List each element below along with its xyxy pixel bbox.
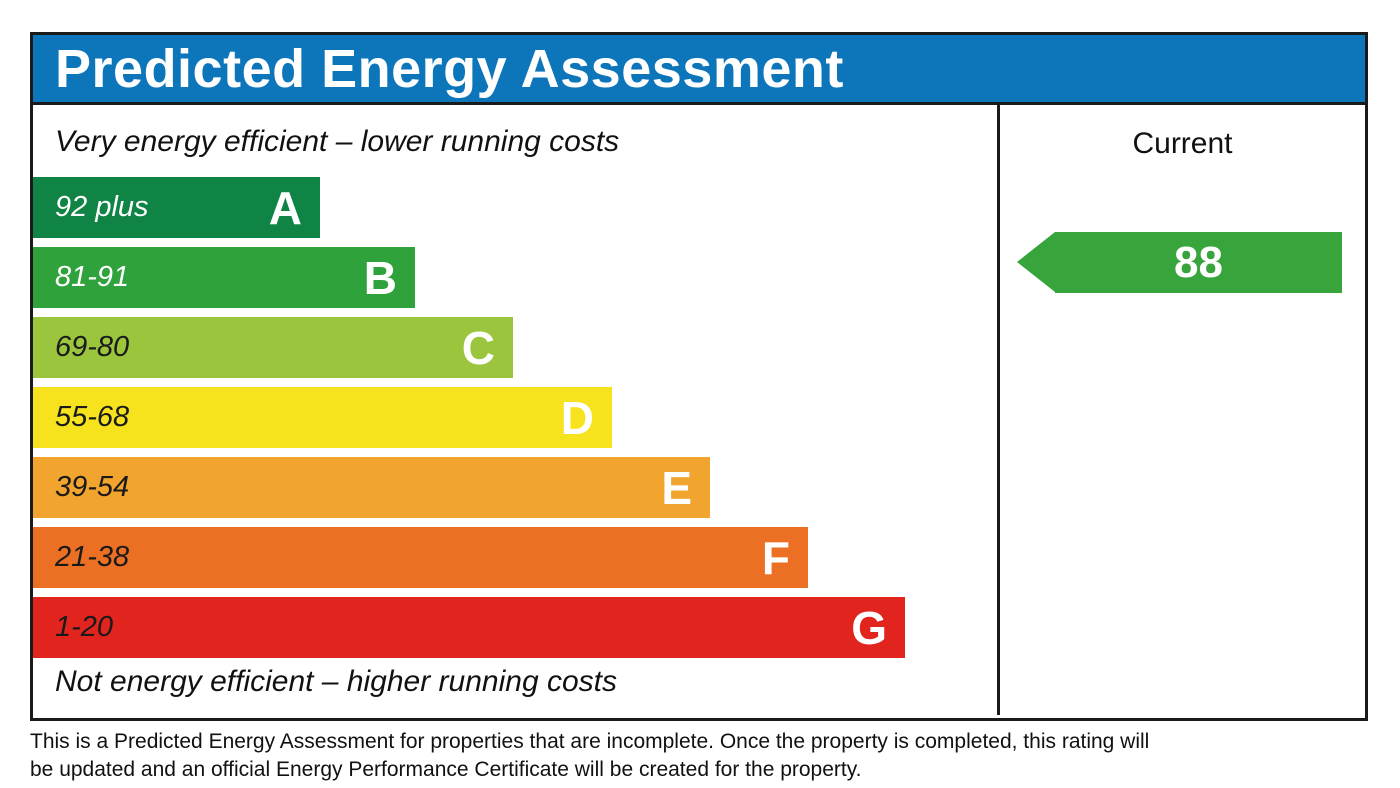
band-bar-c: 69-80 C xyxy=(33,317,513,378)
band-range-label: 1-20 xyxy=(55,611,114,643)
band-row-e: 39-54 E xyxy=(33,457,997,518)
band-bar-a: 92 plus A xyxy=(33,177,320,238)
band-letter: C xyxy=(461,321,495,374)
band-range-label: 69-80 xyxy=(55,331,130,363)
disclaimer-text: This is a Predicted Energy Assessment fo… xyxy=(30,730,1150,781)
band-letter: D xyxy=(560,391,594,444)
page-title: Predicted Energy Assessment xyxy=(55,38,844,99)
epc-chart-frame: Predicted Energy Assessment Very energy … xyxy=(30,32,1368,721)
band-bar-f: 21-38 F xyxy=(33,527,808,588)
current-column-header: Current xyxy=(1132,127,1233,160)
top-note: Very energy efficient – lower running co… xyxy=(55,125,620,158)
band-bar-e: 39-54 E xyxy=(33,457,710,518)
band-row-c: 69-80 C xyxy=(33,317,997,378)
band-letter: F xyxy=(761,531,790,584)
band-letter: A xyxy=(268,181,302,234)
bottom-note: Not energy efficient – higher running co… xyxy=(55,665,617,698)
chart-body: Very energy efficient – lower running co… xyxy=(33,105,1365,715)
band-row-d: 55-68 D xyxy=(33,387,997,448)
rating-bands: 92 plus A 81-91 B 69-80 C xyxy=(33,177,997,667)
band-range-label: 55-68 xyxy=(55,401,130,433)
current-rating-panel: Current 88 xyxy=(997,105,1365,715)
band-bar-b: 81-91 B xyxy=(33,247,415,308)
band-bar-g: 1-20 G xyxy=(33,597,905,658)
rating-scale-area: Very energy efficient – lower running co… xyxy=(33,105,997,715)
band-letter: E xyxy=(661,461,692,514)
band-row-b: 81-91 B xyxy=(33,247,997,308)
current-rating-arrow: 88 xyxy=(1017,232,1342,293)
current-arrow-head xyxy=(1017,232,1055,292)
band-letter: G xyxy=(851,601,887,654)
band-range-label: 92 plus xyxy=(55,191,149,223)
band-range-label: 39-54 xyxy=(55,471,130,503)
current-arrow-value: 88 xyxy=(1055,232,1342,293)
band-row-g: 1-20 G xyxy=(33,597,997,658)
title-bar: Predicted Energy Assessment xyxy=(33,35,1365,105)
band-letter: B xyxy=(363,251,397,304)
band-row-a: 92 plus A xyxy=(33,177,997,238)
band-bar-d: 55-68 D xyxy=(33,387,612,448)
band-range-label: 81-91 xyxy=(55,261,130,293)
band-row-f: 21-38 F xyxy=(33,527,997,588)
band-range-label: 21-38 xyxy=(55,541,130,573)
